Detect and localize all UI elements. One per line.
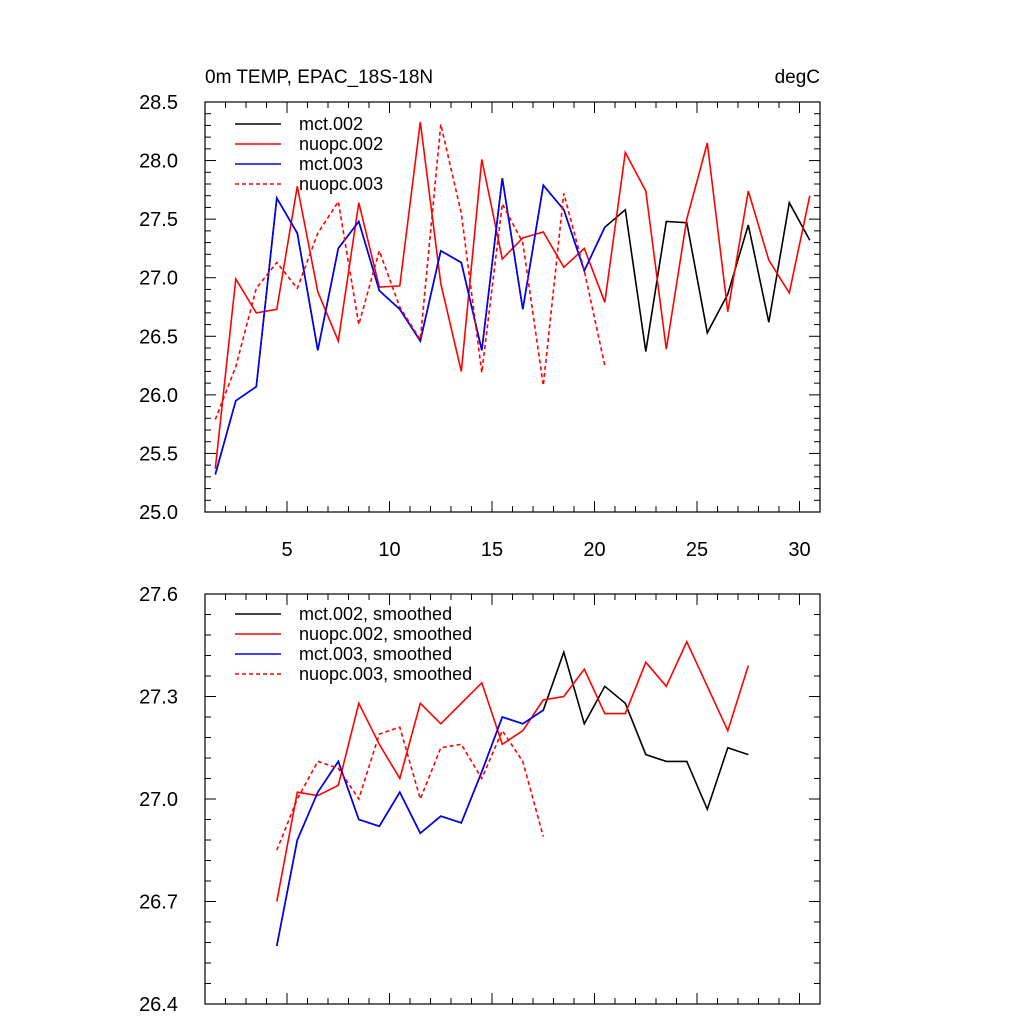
y-tick-label: 27.5 — [139, 209, 178, 231]
x-axis-ticks: 5 10 15 20 25 30 — [225, 102, 821, 561]
legend-entry: mct.003, smoothed — [299, 644, 452, 664]
legend-entry: nuopc.003, smoothed — [299, 664, 472, 684]
x-tick-label: 5 — [281, 539, 292, 561]
top-panel: 0m TEMP, EPAC_18S-18N degC 5 10 15 20 25 30 25.0… — [139, 67, 821, 561]
y-tick-label: 26.0 — [139, 385, 178, 407]
y-tick-label: 28.5 — [139, 92, 178, 114]
y-tick-label: 27.3 — [139, 687, 178, 709]
series-line-nuopc-002-smoothed — [276, 639, 750, 902]
series-lines — [276, 639, 750, 947]
y-tick-label: 27.0 — [139, 789, 178, 811]
y-tick-label: 27.6 — [139, 584, 178, 606]
series-line-nuopc-003-smoothed — [276, 726, 545, 851]
x-tick-label: 15 — [481, 539, 503, 561]
x-tick-label: 20 — [583, 539, 605, 561]
y-axis-ticks: 26.4 26.7 27.0 27.3 27.6 — [139, 584, 820, 1016]
y-axis-ticks: 25.0 25.5 26.0 26.5 27.0 27.5 28.0 28.5 — [139, 92, 820, 524]
series-line-mct-003 — [214, 177, 606, 475]
series-line-mct-003-smoothed — [276, 709, 544, 947]
y-tick-label: 28.0 — [139, 151, 178, 173]
legend-entry: mct.003 — [299, 154, 363, 174]
legend-entry: mct.002, smoothed — [299, 604, 452, 624]
series-lines — [214, 121, 811, 475]
x-axis-ticks — [225, 594, 821, 1004]
x-tick-label: 10 — [378, 539, 400, 561]
y-tick-label: 26.5 — [139, 326, 178, 348]
legend-entry: nuopc.002, smoothed — [299, 624, 472, 644]
y-tick-label: 26.7 — [139, 892, 178, 914]
x-tick-label: 30 — [788, 539, 810, 561]
y-tick-label: 25.0 — [139, 502, 178, 524]
chart-units: degC — [775, 67, 820, 88]
x-tick-label: 25 — [686, 539, 708, 561]
series-line-nuopc-003 — [214, 124, 606, 420]
y-tick-label: 25.5 — [139, 443, 178, 465]
legend-entry: nuopc.003 — [299, 174, 383, 194]
chart-title: 0m TEMP, EPAC_18S-18N — [205, 67, 433, 88]
y-tick-label: 26.4 — [139, 994, 178, 1016]
y-tick-label: 27.0 — [139, 268, 178, 290]
legend-entry: nuopc.002 — [299, 134, 383, 154]
legend-entry: mct.002 — [299, 114, 363, 134]
